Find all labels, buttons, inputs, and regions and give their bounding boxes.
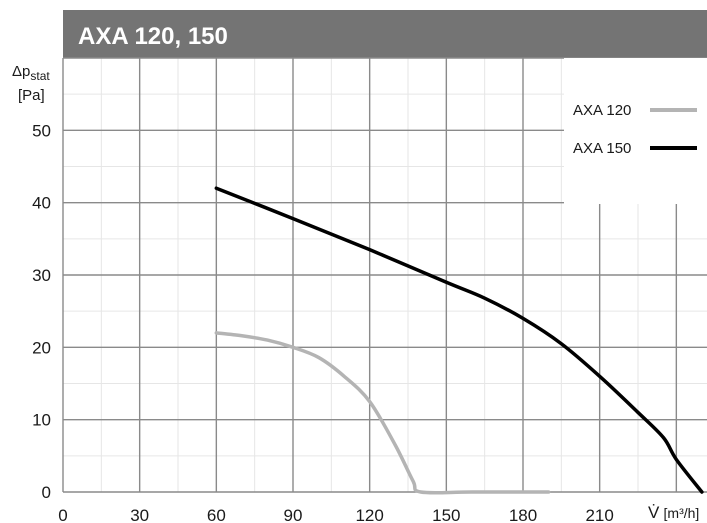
series-line-axa-120 (214, 331, 551, 495)
x-tick-label: 60 (207, 506, 226, 523)
y-tick-label: 50 (32, 121, 51, 140)
y-axis-title: Δpstat (12, 63, 50, 83)
y-axis-subscript: stat (30, 69, 50, 83)
x-tick-labels: 0 30 60 90 120 150 180 210 (58, 506, 614, 523)
x-axis-title: V̇ [m³/h] (648, 503, 699, 522)
legend-box (564, 58, 707, 204)
x-axis-unit: [m³/h] (664, 505, 700, 521)
y-tick-labels: 0 10 20 30 40 50 (32, 121, 51, 502)
title-bar (63, 10, 707, 58)
x-tick-label: 120 (355, 506, 383, 523)
x-tick-label: 30 (130, 506, 149, 523)
grid (62, 57, 707, 493)
y-tick-label: 30 (32, 266, 51, 285)
y-axis-unit: [Pa] (18, 87, 45, 104)
x-tick-label: 180 (509, 506, 537, 523)
legend: AXA 120 AXA 150 (564, 58, 707, 204)
x-tick-label: 90 (284, 506, 303, 523)
series-line-axa-150 (214, 186, 704, 494)
x-tick-label: 0 (58, 506, 67, 523)
y-axis-symbol: Δp (12, 63, 30, 80)
y-tick-label: 10 (32, 411, 51, 430)
y-tick-label: 20 (32, 338, 51, 357)
chart-title: AXA 120, 150 (78, 23, 228, 50)
x-tick-label: 210 (585, 506, 613, 523)
y-tick-label: 0 (42, 483, 51, 502)
legend-label: AXA 150 (573, 140, 631, 157)
y-tick-label: 40 (32, 194, 51, 213)
legend-label: AXA 120 (573, 102, 631, 119)
series-layer (214, 186, 704, 495)
x-axis-symbol: V̇ (648, 503, 660, 522)
x-tick-label: 150 (432, 506, 460, 523)
